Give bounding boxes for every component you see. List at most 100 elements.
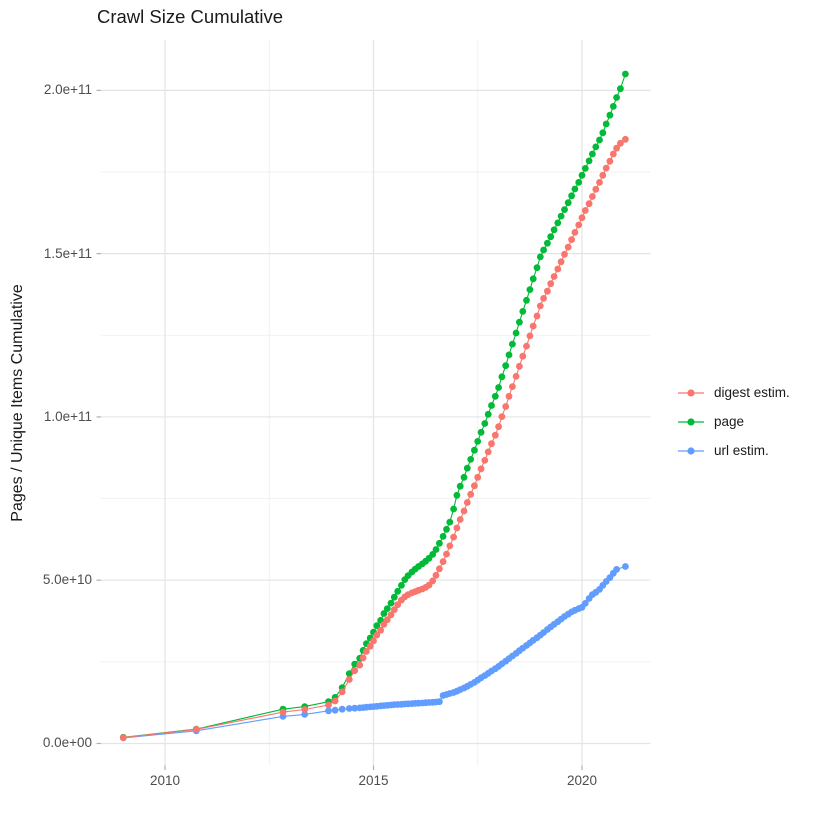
data-point xyxy=(443,550,450,558)
grid-minor xyxy=(101,40,651,766)
data-point xyxy=(301,711,309,718)
legend-key-icon xyxy=(678,446,704,455)
data-point xyxy=(345,705,353,712)
data-point xyxy=(585,200,593,208)
data-point xyxy=(331,706,339,714)
data-point xyxy=(390,606,398,613)
y-tick-label: 2.0e+11 xyxy=(43,82,92,98)
data-point xyxy=(512,373,520,380)
data-point xyxy=(432,546,440,553)
y-tick-label: 1.0e+11 xyxy=(43,408,92,424)
data-point xyxy=(498,413,506,420)
data-point xyxy=(398,582,405,589)
data-point xyxy=(540,246,547,254)
data-point xyxy=(429,551,437,558)
data-point xyxy=(536,253,544,261)
data-point xyxy=(502,403,510,410)
data-point xyxy=(477,428,485,436)
data-point xyxy=(602,164,610,172)
legend-label: digest estim. xyxy=(714,385,790,400)
data-point xyxy=(589,193,596,200)
data-point xyxy=(547,280,555,288)
data-point xyxy=(356,661,364,669)
data-point xyxy=(571,185,579,193)
data-point xyxy=(383,616,391,624)
legend-item-page: page xyxy=(678,407,790,436)
data-point xyxy=(351,704,359,712)
data-point xyxy=(463,499,471,506)
data-point xyxy=(484,448,492,456)
data-point xyxy=(453,524,461,532)
data-point xyxy=(622,135,629,143)
data-point xyxy=(279,708,287,716)
data-point xyxy=(505,392,513,400)
data-point xyxy=(119,734,127,741)
data-point xyxy=(523,296,530,304)
data-point xyxy=(432,571,440,579)
data-point xyxy=(453,491,461,499)
series-line xyxy=(123,565,626,739)
data-point xyxy=(592,143,600,151)
data-point xyxy=(505,351,513,359)
data-point xyxy=(370,637,377,645)
data-point xyxy=(491,431,499,439)
data-point xyxy=(390,593,398,601)
data-point xyxy=(613,566,620,573)
data-point xyxy=(509,340,516,348)
data-point xyxy=(533,264,541,272)
axis-ticks xyxy=(96,89,583,770)
legend-label: url estim. xyxy=(714,443,769,458)
data-point xyxy=(429,577,437,585)
data-point xyxy=(589,150,596,158)
data-point xyxy=(599,171,607,179)
data-point xyxy=(301,706,309,713)
data-point xyxy=(575,221,583,229)
data-point xyxy=(481,457,489,464)
data-point xyxy=(491,392,499,400)
data-point xyxy=(519,308,527,315)
series-url-estim xyxy=(119,563,629,742)
data-point xyxy=(477,465,485,473)
data-point xyxy=(351,667,359,675)
data-point xyxy=(544,239,551,247)
data-point xyxy=(467,490,475,498)
data-point xyxy=(516,362,523,370)
data-point xyxy=(568,192,575,200)
data-point xyxy=(523,342,530,350)
legend-item-digest-estim: digest estim. xyxy=(678,378,790,407)
data-point xyxy=(526,332,534,340)
data-point xyxy=(456,482,464,490)
data-point xyxy=(439,533,447,540)
data-point xyxy=(516,318,523,326)
data-point xyxy=(533,312,541,320)
data-point xyxy=(502,362,510,370)
data-point xyxy=(613,144,620,152)
data-point xyxy=(599,129,607,137)
data-point xyxy=(622,70,629,78)
data-point xyxy=(561,206,568,214)
data-point xyxy=(561,250,568,258)
data-point xyxy=(436,565,443,573)
data-point xyxy=(387,611,395,619)
series-line xyxy=(123,138,626,739)
data-point xyxy=(380,610,388,617)
series-digest-estim xyxy=(119,135,629,741)
data-point xyxy=(387,599,395,607)
data-point xyxy=(592,185,600,193)
data-point xyxy=(495,384,502,391)
data-point xyxy=(484,410,492,418)
data-point xyxy=(456,516,464,523)
data-point xyxy=(581,165,589,172)
data-point xyxy=(192,726,200,733)
data-point xyxy=(446,542,454,550)
data-point xyxy=(450,533,457,541)
data-point xyxy=(557,212,565,220)
data-point xyxy=(463,464,471,472)
data-point xyxy=(550,273,558,280)
data-point xyxy=(526,286,534,293)
series-page xyxy=(119,70,629,741)
data-point xyxy=(581,207,589,214)
data-point xyxy=(622,563,629,570)
